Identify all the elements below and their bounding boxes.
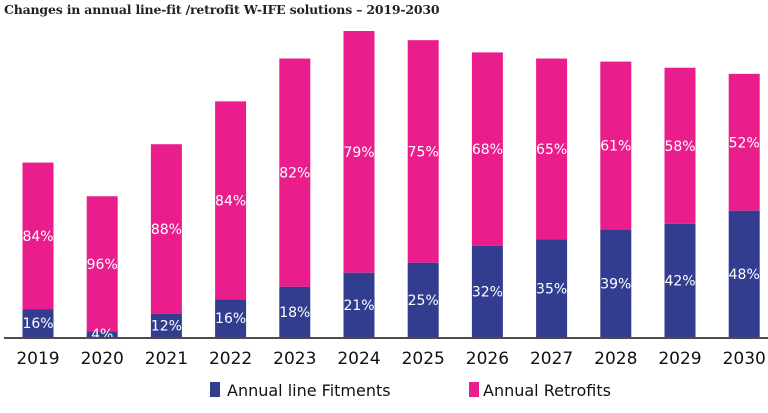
x-tick-2030: 2030 xyxy=(723,349,766,369)
bar-retrofits-2024 xyxy=(343,31,375,273)
x-tick-2028: 2028 xyxy=(594,349,637,369)
x-tick-2021: 2021 xyxy=(145,349,188,369)
bar-fitments-2022 xyxy=(215,299,247,337)
label-retrofits-2027: 65% xyxy=(536,142,567,158)
label-retrofits-2024: 79% xyxy=(343,145,374,161)
label-retrofits-2021: 88% xyxy=(151,222,182,238)
label-fitments-2020: 4% xyxy=(91,327,113,343)
x-tick-2029: 2029 xyxy=(658,349,701,369)
label-fitments-2030: 48% xyxy=(729,267,760,283)
bar-retrofits-2020 xyxy=(86,196,118,332)
bar-fitments-2027 xyxy=(536,239,568,337)
label-fitments-2028: 39% xyxy=(600,276,631,292)
legend-label-fitments: Annual line Fitments xyxy=(227,381,391,400)
bar-fitments-2029 xyxy=(664,223,696,337)
bar-fitments-2019 xyxy=(22,309,54,337)
label-fitments-2025: 25% xyxy=(408,293,439,309)
bar-retrofits-2026 xyxy=(471,52,503,246)
bar-retrofits-2028 xyxy=(600,61,632,230)
label-retrofits-2026: 68% xyxy=(472,142,503,158)
x-tick-2019: 2019 xyxy=(16,349,59,369)
bar-fitments-2030 xyxy=(728,210,760,337)
bar-fitments-2020 xyxy=(86,331,118,337)
label-retrofits-2020: 96% xyxy=(87,257,118,273)
bar-retrofits-2021 xyxy=(150,144,182,314)
bar-fitments-2024 xyxy=(343,272,375,337)
label-retrofits-2022: 84% xyxy=(215,193,246,209)
label-retrofits-2023: 82% xyxy=(279,166,310,182)
bar-retrofits-2029 xyxy=(664,67,696,224)
bar-retrofits-2030 xyxy=(728,73,760,211)
x-tick-2024: 2024 xyxy=(337,349,380,369)
x-tick-2027: 2027 xyxy=(530,349,573,369)
label-fitments-2022: 16% xyxy=(215,311,246,327)
label-retrofits-2030: 52% xyxy=(729,135,760,151)
bar-retrofits-2027 xyxy=(536,58,568,240)
label-retrofits-2025: 75% xyxy=(408,144,439,160)
label-fitments-2027: 35% xyxy=(536,281,567,297)
label-retrofits-2028: 61% xyxy=(600,139,631,155)
bar-retrofits-2023 xyxy=(279,58,311,287)
x-tick-2022: 2022 xyxy=(209,349,252,369)
x-tick-2020: 2020 xyxy=(81,349,124,369)
bar-retrofits-2025 xyxy=(407,40,439,263)
label-fitments-2024: 21% xyxy=(343,298,374,314)
label-retrofits-2029: 58% xyxy=(664,139,695,155)
label-fitments-2023: 18% xyxy=(279,305,310,321)
x-tick-2026: 2026 xyxy=(466,349,509,369)
bar-fitments-2028 xyxy=(600,229,632,337)
label-fitments-2026: 32% xyxy=(472,284,503,300)
chart-title: Changes in annual line-fit /retrofit W-I… xyxy=(4,2,440,17)
x-tick-2025: 2025 xyxy=(402,349,445,369)
bar-fitments-2021 xyxy=(150,313,182,337)
label-fitments-2021: 12% xyxy=(151,318,182,334)
label-fitments-2029: 42% xyxy=(664,273,695,289)
label-fitments-2019: 16% xyxy=(22,316,53,332)
legend-label-retrofits: Annual Retrofits xyxy=(483,381,611,400)
bar-retrofits-2022 xyxy=(215,101,247,300)
legend-swatch-fitments xyxy=(210,382,220,397)
legend-swatch-retrofits xyxy=(469,382,479,397)
bar-retrofits-2019 xyxy=(22,162,54,310)
bar-fitments-2025 xyxy=(407,262,439,337)
x-tick-2023: 2023 xyxy=(273,349,316,369)
bar-fitments-2023 xyxy=(279,286,311,337)
bar-fitments-2026 xyxy=(471,245,503,337)
label-retrofits-2019: 84% xyxy=(22,229,53,245)
